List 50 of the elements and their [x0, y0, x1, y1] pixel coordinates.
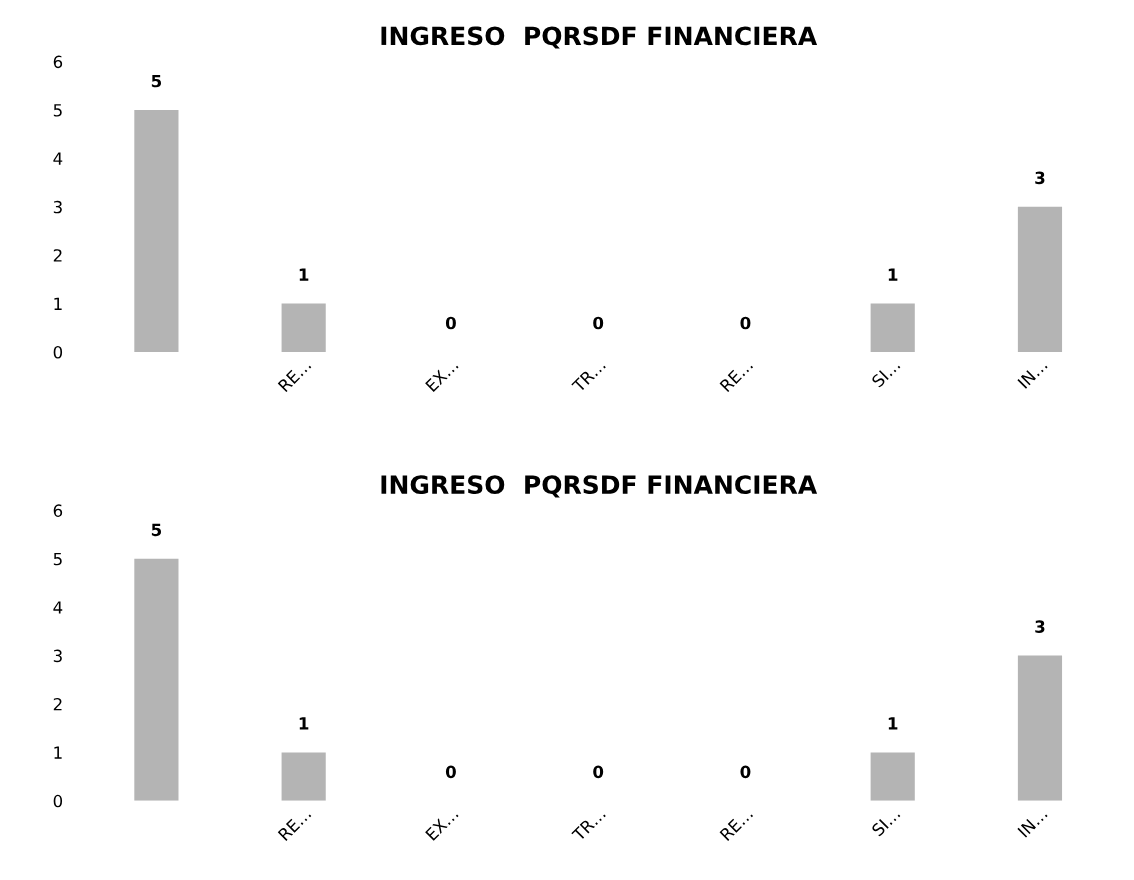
x-tick-label: EX… — [425, 807, 459, 841]
x-tick-label: SI… — [870, 807, 901, 837]
x-tick-label: SI… — [870, 358, 901, 388]
data-label: 5 — [151, 523, 162, 537]
x-tick-label: RE… — [277, 807, 312, 841]
y-tick-label: 4 — [53, 152, 63, 165]
y-tick-label: 4 — [53, 601, 63, 614]
data-label: 0 — [740, 765, 751, 779]
x-tick-label: RE… — [277, 358, 312, 393]
bar — [134, 558, 179, 801]
y-tick-label: 2 — [53, 249, 62, 262]
x-tick-label: IN… — [1017, 358, 1048, 389]
y-tick-label: 0 — [53, 794, 63, 808]
x-tick-label: RE… — [719, 807, 754, 841]
y-tick-label: 1 — [54, 297, 62, 310]
data-label: 0 — [445, 316, 456, 330]
y-tick-label: 2 — [53, 697, 62, 711]
y-tick-label: 6 — [53, 504, 63, 517]
y-tick-label: 5 — [53, 104, 62, 117]
data-label: 1 — [888, 268, 898, 281]
data-label: 3 — [1035, 620, 1045, 633]
y-tick-label: 0 — [53, 345, 63, 359]
y-tick-label: 1 — [54, 746, 62, 759]
bar — [870, 303, 915, 352]
data-label: 0 — [593, 316, 604, 330]
x-tick-label: IN… — [1017, 807, 1048, 838]
x-tick-label: EX… — [425, 358, 459, 392]
x-tick-label: TR… — [571, 807, 606, 842]
data-label: 3 — [1035, 171, 1045, 185]
data-label: 1 — [299, 268, 309, 281]
bar — [870, 752, 915, 801]
data-label: 0 — [593, 765, 604, 779]
data-label: 1 — [299, 717, 309, 730]
bar — [1017, 655, 1063, 801]
data-label: 0 — [740, 316, 751, 330]
chart-title: INGRESO PQRSDF FINANCIERA — [381, 26, 818, 49]
bar — [134, 110, 179, 352]
data-label: 0 — [445, 765, 456, 779]
y-tick-label: 6 — [53, 55, 63, 69]
bar — [281, 752, 326, 801]
bar — [281, 303, 326, 352]
chart-title: INGRESO PQRSDF FINANCIERA — [381, 475, 818, 498]
x-tick-label: RE… — [719, 358, 754, 393]
data-label: 1 — [888, 717, 898, 730]
bar — [1017, 206, 1063, 352]
data-label: 5 — [151, 74, 162, 88]
x-tick-label: TR… — [571, 358, 606, 394]
y-tick-label: 5 — [53, 552, 62, 566]
y-tick-label: 3 — [53, 649, 62, 663]
y-tick-label: 3 — [53, 200, 62, 214]
